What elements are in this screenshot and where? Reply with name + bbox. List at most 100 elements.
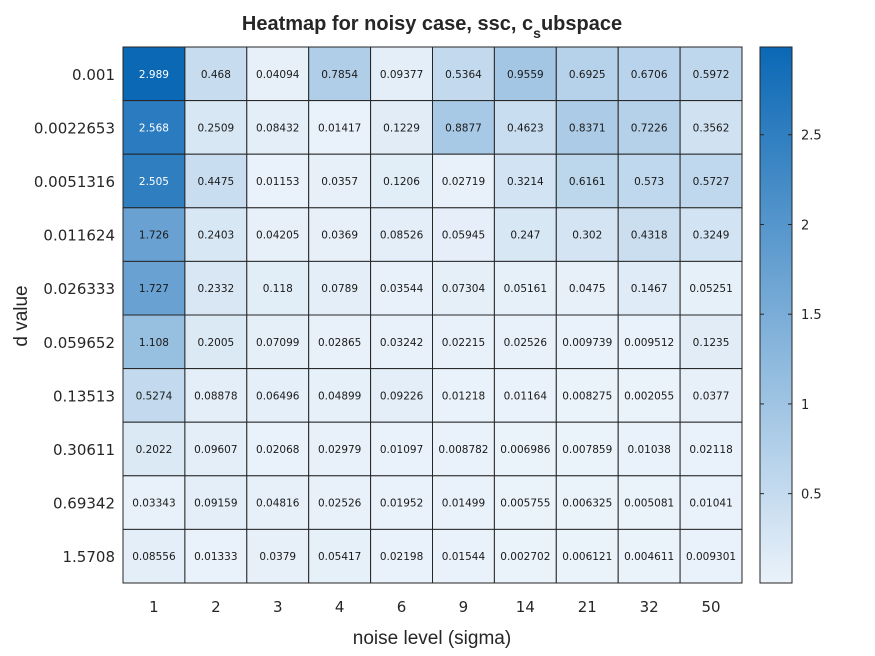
- heatmap-cell: [308, 528, 372, 584]
- heatmap-cell: [370, 421, 434, 477]
- cell-value-label: 0.06496: [256, 390, 300, 402]
- heatmap-cells: 2.989 0.468 0.04094 0.7854 0.09377 0.5364 0.95…: [122, 46, 743, 584]
- cell-value-label: 0.1206: [383, 176, 420, 188]
- heatmap-cell: [432, 46, 495, 102]
- heatmap-cell: [184, 46, 248, 102]
- cell-value-label: 0.01544: [442, 551, 486, 563]
- cell-value-label: 0.09607: [194, 444, 237, 456]
- cell-value-label: 0.009512: [624, 337, 674, 349]
- cell-value-label: 2.989: [139, 69, 169, 81]
- heatmap-cell: [246, 314, 310, 370]
- heatmap-cell: [555, 260, 619, 316]
- heatmap-cell: [246, 46, 310, 102]
- heatmap-cell: [555, 528, 619, 584]
- cell-value-label: 0.247: [510, 230, 540, 242]
- x-tick-label: 9: [459, 598, 469, 616]
- cell-value-label: 0.2509: [197, 122, 234, 134]
- cell-value-label: 0.0379: [259, 551, 296, 563]
- cell-value-label: 0.6161: [569, 176, 606, 188]
- heatmap-cell: [555, 475, 619, 530]
- heatmap-cell: [617, 314, 681, 370]
- heatmap-cell: [184, 260, 248, 316]
- heatmap-cell: [679, 207, 743, 262]
- cell-value-label: 0.02526: [318, 498, 362, 510]
- heatmap-cell: [617, 100, 681, 155]
- colorbar-tick-label: 0.5: [801, 488, 822, 503]
- cell-value-label: 0.302: [572, 230, 602, 242]
- cell-value-label: 0.04899: [318, 390, 361, 402]
- heatmap-cell: [493, 260, 557, 316]
- heatmap-cell: [679, 421, 743, 477]
- heatmap-cell: [184, 153, 248, 209]
- cell-value-label: 0.01218: [442, 390, 485, 402]
- colorbar-gradient: [759, 46, 793, 584]
- cell-value-label: 0.5972: [693, 69, 730, 81]
- heatmap-cell: [432, 314, 495, 370]
- y-tick-labels: 0.001 0.0022653 0.0051316 0.011624 0.026333 0…: [34, 66, 115, 566]
- heatmap-cell: [493, 528, 557, 584]
- cell-value-label: 0.04094: [256, 69, 300, 81]
- heatmap-cell: [370, 260, 434, 316]
- cell-value-label: 0.009739: [562, 337, 612, 349]
- cell-value-label: 0.2332: [197, 283, 234, 295]
- heatmap-cell: [246, 153, 310, 209]
- heatmap-cell: [617, 421, 681, 477]
- cell-value-label: 0.5364: [445, 69, 482, 81]
- heatmap-cell: [246, 475, 310, 530]
- heatmap-cell: [122, 475, 186, 530]
- heatmap-cell: [555, 368, 619, 423]
- cell-value-label: 1.726: [139, 230, 169, 242]
- cell-value-label: 0.2022: [136, 444, 173, 456]
- cell-value-label: 0.468: [201, 69, 231, 81]
- cell-value-label: 0.002702: [500, 551, 550, 563]
- colorbar-tick-label: 2.5: [801, 129, 822, 144]
- cell-value-label: 0.0377: [693, 390, 730, 402]
- heatmap-cell: [308, 368, 372, 423]
- heatmap-cell: [679, 153, 743, 209]
- cell-value-label: 0.02068: [256, 444, 299, 456]
- cell-value-label: 2.568: [139, 122, 169, 134]
- cell-value-label: 0.0357: [321, 176, 358, 188]
- cell-value-label: 0.01417: [318, 122, 361, 134]
- cell-value-label: 0.01164: [504, 390, 548, 402]
- cell-value-label: 0.02719: [442, 176, 485, 188]
- heatmap-cell: [432, 368, 495, 423]
- y-tick-label: 0.69342: [53, 495, 115, 513]
- heatmap-cell: [184, 100, 248, 155]
- heatmap-cell: [493, 368, 557, 423]
- cell-value-label: 0.8371: [569, 122, 606, 134]
- cell-value-label: 0.05251: [689, 283, 732, 295]
- y-axis-label: d value: [11, 285, 32, 346]
- heatmap-cell: [679, 260, 743, 316]
- cell-value-label: 0.005755: [500, 498, 550, 510]
- cell-value-label: 0.08432: [256, 122, 299, 134]
- heatmap-cell: [555, 46, 619, 102]
- cell-value-label: 0.573: [634, 176, 664, 188]
- x-tick-label: 3: [273, 598, 283, 616]
- cell-value-label: 0.005081: [624, 498, 674, 510]
- cell-value-label: 0.006121: [562, 551, 612, 563]
- heatmap-cell: [432, 528, 495, 584]
- cell-value-label: 0.5274: [136, 390, 173, 402]
- cell-value-label: 0.02979: [318, 444, 361, 456]
- heatmap-cell: [555, 100, 619, 155]
- cell-value-label: 0.03242: [380, 337, 423, 349]
- cell-value-label: 0.08556: [132, 551, 176, 563]
- cell-value-label: 0.01333: [194, 551, 237, 563]
- heatmap-cell: [432, 207, 495, 262]
- heatmap-cell: [617, 528, 681, 584]
- cell-value-label: 0.02198: [380, 551, 423, 563]
- heatmap-cell: [122, 314, 186, 370]
- heatmap-cell: [308, 421, 372, 477]
- cell-value-label: 0.5727: [693, 176, 730, 188]
- cell-value-label: 0.08526: [380, 230, 424, 242]
- cell-value-label: 0.02215: [442, 337, 485, 349]
- y-tick-label: 0.011624: [43, 227, 115, 245]
- cell-value-label: 0.0789: [321, 283, 358, 295]
- heatmap-cell: [308, 100, 372, 155]
- y-tick-label: 0.026333: [43, 280, 115, 298]
- cell-value-label: 0.0475: [569, 283, 606, 295]
- y-tick-label: 0.13513: [53, 387, 115, 405]
- heatmap-cell: [432, 100, 495, 155]
